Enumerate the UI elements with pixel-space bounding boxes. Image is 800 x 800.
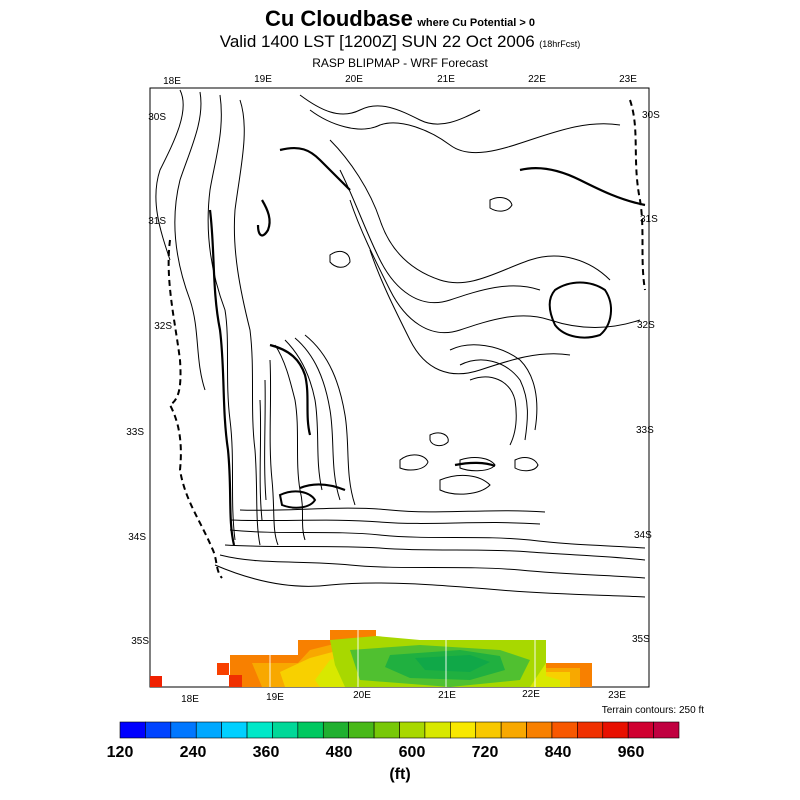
colorbar-cell	[119, 721, 146, 739]
colorbar-tick-label: 120	[106, 744, 134, 761]
lat-labels-right: 30S 31S 32S 33S 34S 35S	[632, 110, 660, 645]
colorbar-cell	[399, 721, 426, 739]
lon-label: 18E	[181, 694, 199, 705]
colorbar-tick-label: 720	[471, 744, 499, 761]
colorbar-cell	[577, 721, 604, 739]
lon-label: 22E	[528, 74, 546, 85]
lon-labels-bottom: 18E 19E 20E 21E 22E 23E	[181, 689, 626, 705]
lat-label: 31S	[640, 214, 658, 225]
colorbar-cell	[450, 721, 477, 739]
lon-label: 20E	[353, 690, 371, 701]
lat-label: 30S	[148, 112, 166, 123]
lon-label: 19E	[254, 74, 272, 85]
lat-label: 32S	[637, 320, 655, 331]
colorbar-cell	[500, 721, 527, 739]
coastline	[167, 99, 646, 579]
lon-label: 20E	[345, 74, 363, 85]
lat-labels-left: 30S 31S 32S 33S 34S 35S	[126, 112, 172, 647]
colorbar-cell	[145, 721, 172, 739]
colorbar-tick-label: 960	[617, 744, 645, 761]
title-main: Cu Cloudbase	[264, 6, 413, 31]
title-suffix: where Cu Potential > 0	[417, 17, 536, 29]
colorbar-cell	[322, 721, 349, 739]
lon-label: 18E	[163, 76, 181, 87]
colorbar-cell	[297, 721, 324, 739]
lat-label: 33S	[126, 427, 144, 438]
valid-suffix: (18hrFcst)	[539, 39, 581, 49]
colorbar-cell	[221, 721, 248, 739]
valid-time: Valid 1400 LST [1200Z] SUN 22 Oct 2006 (…	[0, 32, 800, 52]
colorbar-cell	[424, 721, 451, 739]
colorbar-tick-label: 240	[179, 744, 207, 761]
map-title: Cu Cloudbase where Cu Potential > 0	[0, 6, 800, 32]
lon-label: 19E	[266, 692, 284, 703]
valid-main: Valid 1400 LST [1200Z] SUN 22 Oct 2006	[219, 32, 535, 51]
colorbar-cell	[170, 721, 197, 739]
colorbar-cell	[272, 721, 299, 739]
colorbar-tick-label: 360	[252, 744, 280, 761]
lat-label: 33S	[636, 425, 654, 436]
terrain-note: Terrain contours: 250 ft	[601, 705, 704, 716]
lon-label: 23E	[619, 74, 637, 85]
colorbar-cell	[246, 721, 273, 739]
graticule	[269, 630, 536, 687]
lat-label: 34S	[634, 530, 652, 541]
map-subtitle: RASP BLIPMAP - WRF Forecast	[312, 56, 488, 70]
lon-label: 21E	[437, 74, 455, 85]
colorbar-cell	[475, 721, 502, 739]
lon-label: 22E	[522, 689, 540, 700]
lon-labels-top: 18E 19E 20E 21E 22E 23E	[163, 74, 637, 87]
colorbar-cell	[195, 721, 222, 739]
lat-label: 35S	[632, 634, 650, 645]
terrain-contours	[155, 89, 646, 598]
colorbar-cell	[551, 721, 578, 739]
lat-label: 35S	[131, 636, 149, 647]
colorbar-cell	[627, 721, 654, 739]
colorbar-cell	[653, 721, 680, 739]
colorbar-tick-label: 600	[398, 744, 426, 761]
lat-label: 31S	[148, 216, 166, 227]
colorbar-cell	[373, 721, 400, 739]
colorbar-tick-label: 480	[325, 744, 353, 761]
colorbar-cell	[348, 721, 375, 739]
colorbar-tick-label: 840	[544, 744, 572, 761]
lat-label: 30S	[642, 110, 660, 121]
lat-label: 32S	[154, 321, 172, 332]
colorbar-cell	[602, 721, 629, 739]
colorbar-cell	[526, 721, 553, 739]
cloudbase-fill	[150, 630, 592, 687]
colorbar	[119, 721, 680, 739]
lat-label: 34S	[128, 532, 146, 543]
lon-label: 21E	[438, 690, 456, 701]
thick-contours	[208, 146, 646, 546]
lon-label: 23E	[608, 690, 626, 701]
colorbar-unit: (ft)	[389, 766, 411, 783]
